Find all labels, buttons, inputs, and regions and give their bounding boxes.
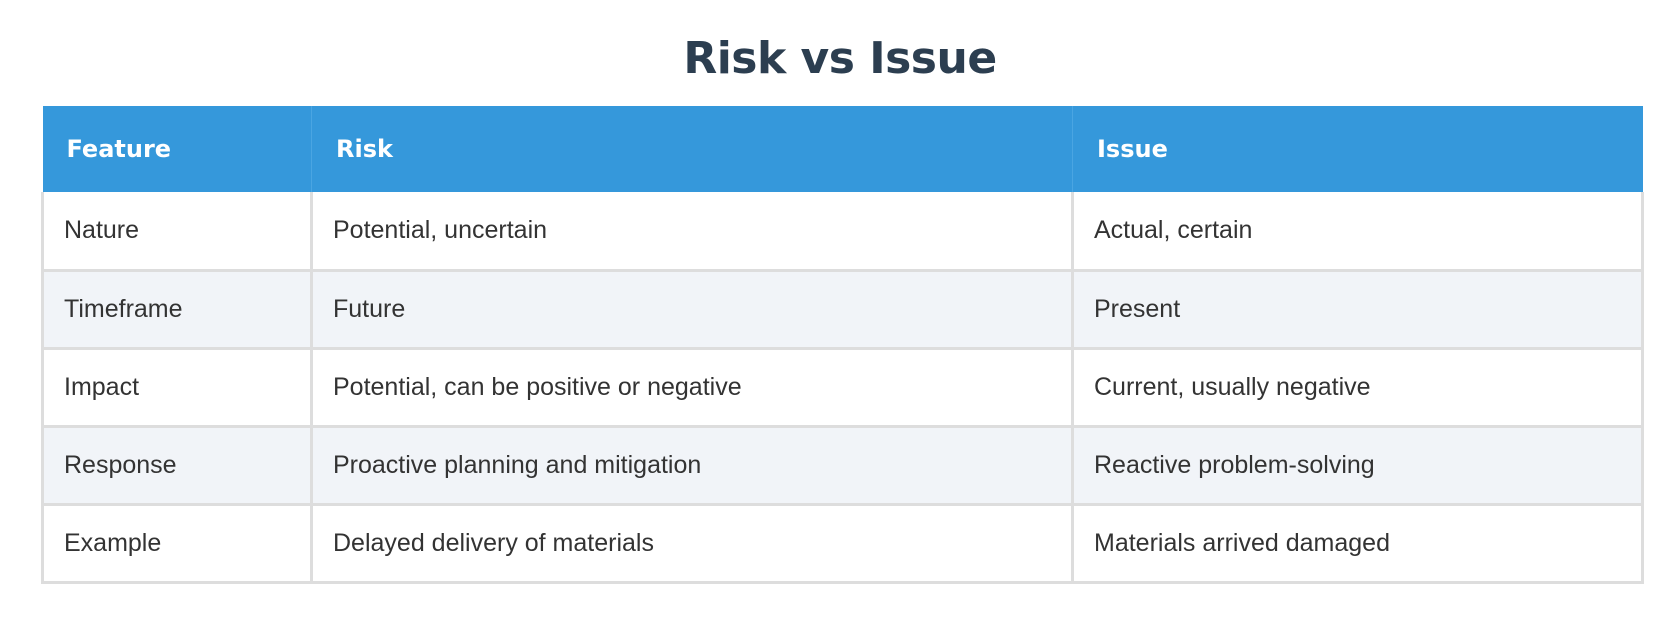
risk-cell: Potential, uncertain xyxy=(310,192,1074,272)
feature-cell: Response xyxy=(41,424,313,506)
issue-cell: Present xyxy=(1071,268,1644,350)
comparison-table-container: Feature Risk Issue Nature Potential, unc… xyxy=(41,106,1644,584)
header-risk: Risk xyxy=(311,106,1073,192)
table-body: Nature Potential, uncertain Actual, cert… xyxy=(41,192,1644,584)
comparison-table: Feature Risk Issue Nature Potential, unc… xyxy=(41,106,1644,584)
risk-cell: Future xyxy=(310,268,1074,350)
table-header: Feature Risk Issue xyxy=(42,106,1643,192)
risk-cell: Potential, can be positive or negative xyxy=(310,346,1074,428)
table-row: Impact Potential, can be positive or neg… xyxy=(41,346,1644,428)
header-feature: Feature xyxy=(42,106,312,192)
risk-cell: Proactive planning and mitigation xyxy=(310,424,1074,506)
risk-cell: Delayed delivery of materials xyxy=(310,502,1074,584)
table-row: Nature Potential, uncertain Actual, cert… xyxy=(41,192,1644,272)
header-issue: Issue xyxy=(1072,106,1643,192)
issue-cell: Actual, certain xyxy=(1071,192,1644,272)
page-title: Risk vs Issue xyxy=(683,33,997,84)
feature-cell: Impact xyxy=(41,346,313,428)
table-row: Timeframe Future Present xyxy=(41,268,1644,350)
table-row: Example Delayed delivery of materials Ma… xyxy=(41,502,1644,584)
table-row: Response Proactive planning and mitigati… xyxy=(41,424,1644,506)
feature-cell: Example xyxy=(41,502,313,584)
issue-cell: Materials arrived damaged xyxy=(1071,502,1644,584)
header-row: Feature Risk Issue xyxy=(42,106,1643,192)
feature-cell: Nature xyxy=(41,192,313,272)
issue-cell: Current, usually negative xyxy=(1071,346,1644,428)
issue-cell: Reactive problem-solving xyxy=(1071,424,1644,506)
feature-cell: Timeframe xyxy=(41,268,313,350)
